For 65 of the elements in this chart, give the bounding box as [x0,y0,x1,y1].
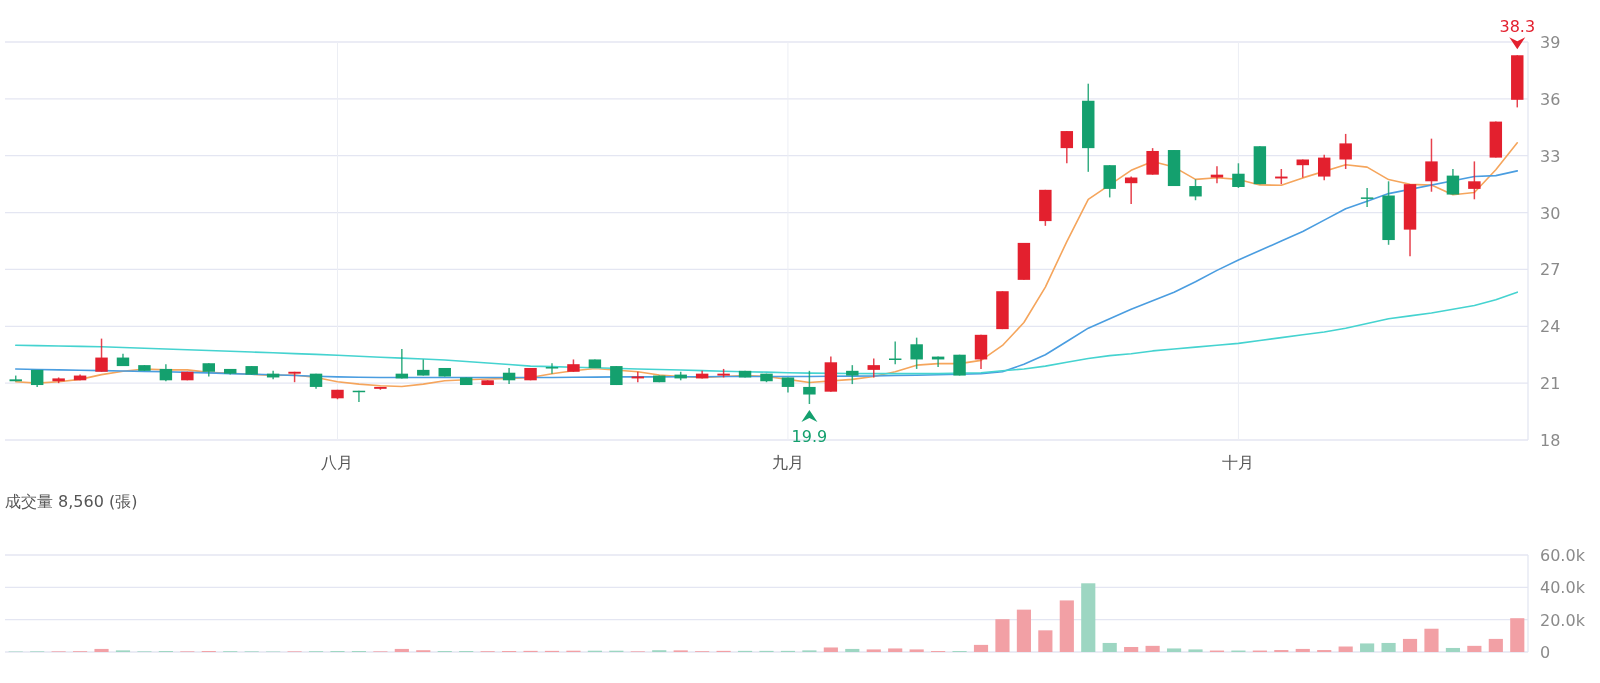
bar [1295,648,1310,652]
bar [866,649,881,652]
candlestick [1146,147,1159,176]
y-tick-label: 60.0k [1540,546,1586,565]
bar [1059,600,1074,652]
bar [1402,638,1418,652]
bar [1510,618,1525,652]
y-tick-label: 40.0k [1540,578,1586,598]
bar [1467,645,1482,652]
candlestick [803,370,816,405]
candlestick [95,337,108,373]
y-tick-label: 33 [1540,146,1561,166]
bar [1124,646,1139,652]
candlestick [867,357,880,379]
x-tick-label: 八月 [321,453,354,472]
y-tick-label: 18 [1540,431,1561,450]
chart-title: 成交量 8,560 (張) [5,492,138,511]
candlestick [545,362,559,375]
y-tick-label: 21 [1540,374,1561,394]
y-tick-label: 0 [1540,643,1551,662]
bar [1445,647,1460,652]
candlestick [1425,137,1438,193]
bar [823,647,838,652]
candlestick [1446,168,1460,196]
bar [1381,642,1396,652]
bar [1145,645,1160,652]
x-tick-label: 十月 [1222,453,1255,472]
bar [1360,643,1375,652]
bar [973,644,989,652]
y-tick-label: 27 [1540,260,1561,280]
bar [1102,642,1117,652]
candlestick [1360,187,1374,208]
line-series [14,291,1519,375]
bar [1016,609,1031,652]
candlestick [910,336,923,370]
y-tick-label: 30 [1540,203,1561,223]
bar [1188,649,1203,652]
bar [94,648,109,652]
candlestick [1318,154,1331,182]
y-tick-label: 20.0k [1540,610,1586,630]
candlestick [1339,133,1352,170]
x-tick-label: 九月 [771,453,804,472]
bar [1038,630,1053,652]
bar [394,648,409,652]
bar [1488,638,1503,652]
bar [1081,583,1096,652]
candlestick [1210,165,1224,184]
bar [995,619,1010,652]
candlestick [846,364,859,385]
candlestick [1468,160,1481,201]
annotation: 19.9 [791,426,828,446]
candlestick [1232,162,1245,189]
bar [845,648,860,652]
candlestick [1060,130,1074,165]
bar [1338,646,1353,652]
y-tick-label: 39 [1540,33,1561,52]
bar [1424,628,1439,652]
candlestick [1189,178,1202,201]
bar [888,648,903,652]
bar [909,649,924,652]
y-tick-label: 36 [1540,89,1561,109]
y-tick-label: 24 [1540,317,1561,337]
candlestick [1103,164,1116,199]
text: 38.3 [1499,17,1536,37]
bar [1166,648,1182,652]
